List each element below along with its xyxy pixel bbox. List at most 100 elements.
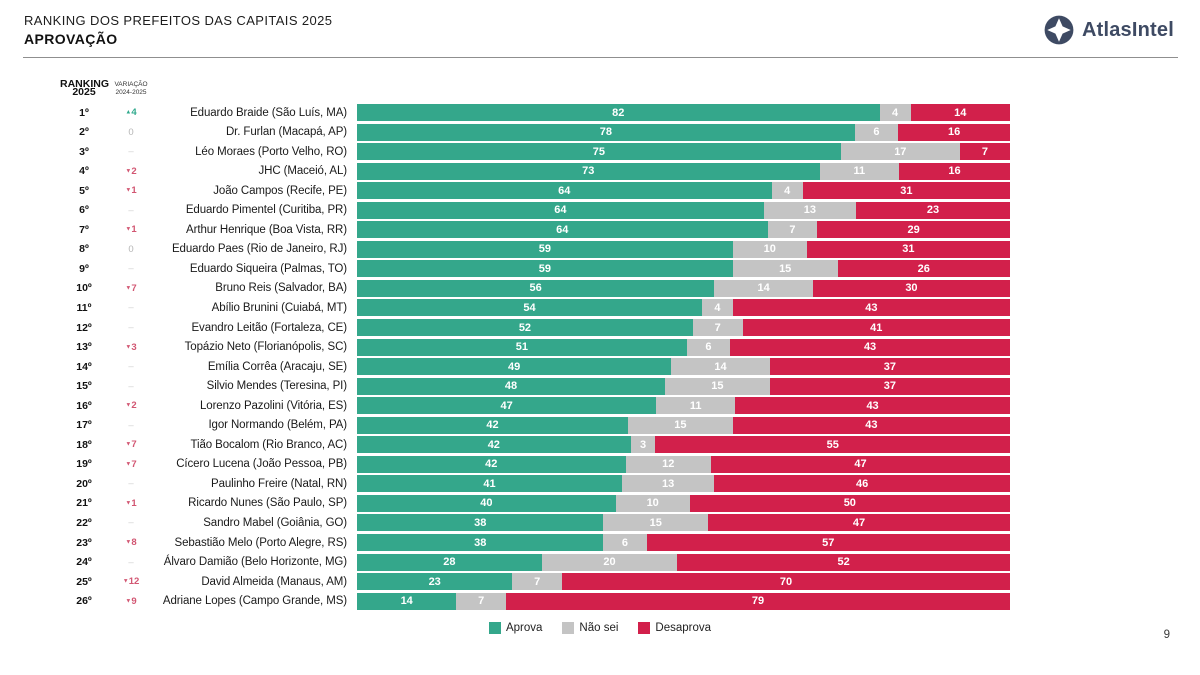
variation-cell: 0 [128, 126, 134, 138]
bar-segment-nao-sei: 14 [671, 358, 770, 376]
rank-cell: 21º [76, 497, 92, 510]
ranking-row: 9º – Eduardo Siqueira (Palmas, TO) 59 15… [60, 260, 1010, 278]
ranking-row: 11º – Abílio Brunini (Cuiabá, MT) 54 4 4… [60, 299, 1010, 317]
ranking-row: 21º ▼1 Ricardo Nunes (São Paulo, SP) 40 … [60, 494, 1010, 512]
bar-segment-desaprova: 52 [677, 553, 1010, 571]
arrow-up-icon: ▲ [125, 109, 132, 116]
variation-cell: 0 [128, 243, 134, 255]
bar-segment-desaprova: 43 [730, 338, 1010, 356]
bar-segment-aprova: 42 [357, 455, 626, 473]
rank-cell: 19º [76, 458, 92, 471]
variation-cell: – [128, 204, 134, 216]
legend-label-aprova: Aprova [505, 622, 543, 634]
rank-cell: 11º [76, 301, 92, 314]
mayor-name: Emília Corrêa (Aracaju, SE) [207, 360, 347, 373]
bar-segment-nao-sei: 10 [732, 240, 807, 258]
bar-segment-nao-sei: 15 [665, 377, 770, 395]
mayor-name: Arthur Henrique (Boa Vista, RR) [186, 223, 347, 236]
ranking-row: 25º ▼12 David Almeida (Manaus, AM) 23 7 … [60, 573, 1010, 591]
mayor-name: Silvio Mendes (Teresina, PI) [206, 380, 347, 393]
variation-cell: ▼8 [125, 537, 137, 549]
bar-segment-desaprova: 7 [959, 143, 1010, 161]
bar-segment-aprova: 82 [357, 104, 880, 121]
bar-segment-nao-sei: 7 [767, 221, 818, 239]
bar-segment-aprova: 23 [357, 573, 513, 591]
bar-segment-desaprova: 47 [710, 455, 1010, 473]
header-titles: RANKING DOS PREFEITOS DAS CAPITAIS 2025 … [24, 13, 332, 47]
bar-segment-desaprova: 46 [714, 475, 1010, 493]
arrow-down-icon: ▼ [125, 187, 132, 194]
bar-segment-nao-sei: 15 [603, 514, 709, 532]
rank-cell: 20º [76, 477, 92, 490]
variation-cell: – [128, 322, 134, 334]
bar-segment-aprova: 47 [357, 397, 657, 415]
rank-cell: 16º [76, 399, 92, 412]
rank-cell: 26º [76, 595, 92, 608]
bar-segment-nao-sei: 15 [732, 260, 838, 278]
ranking-row: 13º ▼3 Topázio Neto (Florianópolis, SC) … [60, 338, 1010, 356]
bar-segment-desaprova: 30 [812, 279, 1010, 297]
bar-segment-nao-sei: 11 [819, 162, 900, 180]
mayor-name: Cícero Lucena (João Pessoa, PB) [176, 458, 347, 471]
bar-segment-aprova: 64 [357, 182, 772, 200]
atlasintel-logo-icon [1044, 15, 1074, 45]
bar-segment-aprova: 41 [357, 475, 622, 493]
mayor-name: Abílio Brunini (Cuiabá, MT) [211, 301, 347, 314]
legend-label-nao-sei: Não sei [579, 622, 619, 634]
approval-bar: 52 7 41 [357, 319, 1010, 337]
approval-bar: 47 11 43 [357, 397, 1010, 415]
approval-bar: 59 15 26 [357, 260, 1010, 278]
ranking-row: 24º – Álvaro Damião (Belo Horizonte, MG)… [60, 553, 1010, 571]
approval-bar: 56 14 30 [357, 279, 1010, 297]
bar-segment-desaprova: 55 [655, 436, 1010, 454]
mayor-name: Paulinho Freire (Natal, RN) [211, 477, 347, 490]
approval-bar: 38 6 57 [357, 534, 1010, 552]
page-subtitle: APROVAÇÃO [24, 31, 118, 47]
bar-segment-aprova: 51 [357, 338, 687, 356]
bar-segment-nao-sei: 11 [656, 397, 736, 415]
bar-segment-aprova: 75 [357, 143, 841, 161]
rank-cell: 15º [76, 380, 92, 393]
mayor-name: Ricardo Nunes (São Paulo, SP) [188, 497, 347, 510]
ranking-row: 16º ▼2 Lorenzo Pazolini (Vitória, ES) 47… [60, 397, 1010, 415]
bar-segment-aprova: 49 [357, 358, 672, 376]
mayor-name: Tião Bocalom (Rio Branco, AC) [190, 438, 348, 451]
variation-cell: ▼2 [125, 165, 137, 177]
ranking-row: 18º ▼7 Tião Bocalom (Rio Branco, AC) 42 … [60, 436, 1010, 454]
variation-cell: ▼7 [125, 439, 137, 451]
bar-segment-desaprova: 57 [646, 534, 1010, 552]
bar-segment-aprova: 64 [357, 201, 764, 219]
arrow-down-icon: ▼ [122, 578, 129, 585]
mayor-name: Eduardo Siqueira (Palmas, TO) [189, 262, 347, 275]
bar-segment-nao-sei: 4 [771, 182, 803, 200]
rank-cell: 12º [76, 321, 92, 334]
mayor-name: David Almeida (Manaus, AM) [201, 575, 347, 588]
variation-cell: ▼12 [122, 576, 140, 588]
approval-bar: 14 7 79 [357, 592, 1010, 610]
variation-cell: – [128, 419, 134, 431]
legend-item-desaprova: Desaprova [638, 622, 711, 634]
rows-container: 1º ▲4 Eduardo Braide (São Luís, MA) 82 4… [60, 104, 1011, 610]
approval-bar: 51 6 43 [357, 338, 1010, 356]
rank-cell: 25º [76, 575, 92, 588]
variation-cell: – [128, 146, 134, 158]
ranking-row: 2º 0 Dr. Furlan (Macapá, AP) 78 6 16 [60, 123, 1010, 141]
bar-segment-aprova: 28 [357, 553, 542, 571]
bar-segment-desaprova: 43 [735, 397, 1010, 415]
bar-segment-desaprova: 14 [910, 104, 1010, 121]
bar-segment-nao-sei: 7 [512, 573, 563, 591]
rank-cell: 10º [76, 282, 92, 295]
mayor-name: João Campos (Recife, PE) [213, 184, 347, 197]
bar-segment-aprova: 64 [357, 221, 768, 239]
variation-cell: ▼7 [125, 458, 137, 470]
approval-bar: 78 6 16 [357, 123, 1010, 141]
rank-cell: 24º [76, 556, 92, 569]
approval-bar: 64 4 31 [357, 182, 1010, 200]
bar-segment-nao-sei: 6 [686, 338, 731, 356]
variation-cell: ▼1 [125, 497, 137, 509]
ranking-row: 1º ▲4 Eduardo Braide (São Luís, MA) 82 4… [60, 104, 1010, 121]
mayor-name: Topázio Neto (Florianópolis, SC) [184, 341, 347, 354]
mayor-name: Dr. Furlan (Macapá, AP) [225, 126, 347, 139]
rank-cell: 2º [79, 126, 89, 139]
variation-cell: – [128, 380, 134, 392]
